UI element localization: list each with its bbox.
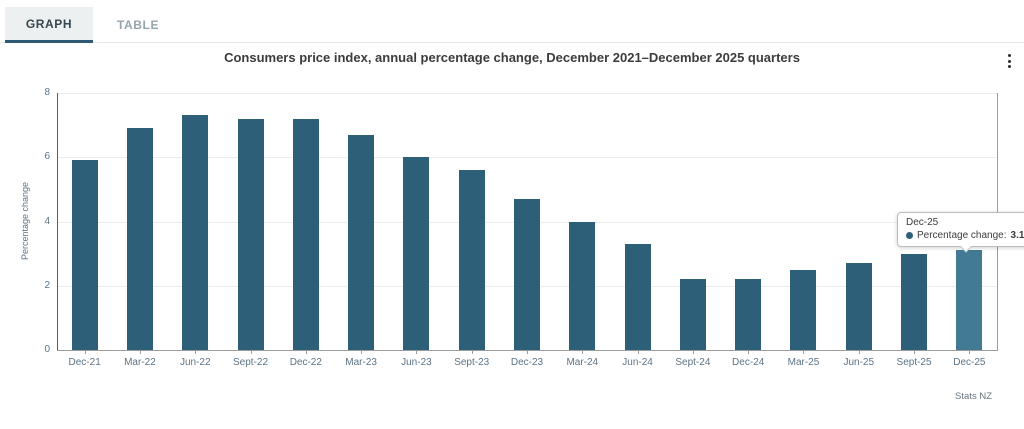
tab-table[interactable]: TABLE (116, 18, 160, 32)
bar-Sept-24[interactable] (679, 279, 706, 350)
x-axis-label: Mar-22 (124, 357, 156, 368)
x-axis-label: Sept-25 (896, 357, 932, 368)
x-axis-label: Jun-24 (622, 357, 653, 368)
y-axis-tick-label: 2 (44, 279, 50, 291)
bar-Mar-24[interactable] (569, 221, 596, 350)
x-axis-label: Jun-25 (843, 357, 875, 368)
x-axis-label: Sept-24 (675, 357, 711, 368)
x-axis-line (57, 350, 998, 351)
bar-Jun-25[interactable] (845, 263, 872, 350)
context-menu-icon[interactable] (1001, 50, 1017, 72)
x-axis-tick (803, 350, 805, 354)
y-axis-title: Percentage change (20, 181, 30, 261)
x-axis-tick (914, 350, 916, 354)
x-axis-tick (84, 350, 86, 354)
x-axis-label: Sept-23 (454, 357, 490, 368)
y-axis-tick-label: 4 (44, 215, 50, 227)
tab-graph[interactable]: GRAPH (5, 7, 93, 43)
bar-Dec-22[interactable] (292, 118, 319, 350)
y-axis-line (57, 93, 58, 350)
tooltip-value: 3.1 (1010, 230, 1024, 241)
chart-title: Consumers price index, annual percentage… (224, 50, 800, 65)
x-axis-tick (969, 350, 971, 354)
bar-Sept-23[interactable] (458, 170, 485, 350)
dot (1007, 65, 1011, 68)
x-axis-label: Mar-25 (787, 357, 820, 368)
bar-Jun-24[interactable] (624, 243, 651, 350)
x-axis-tick (582, 350, 584, 354)
x-axis-label: Jun-22 (179, 357, 211, 368)
x-axis-tick (305, 350, 307, 354)
bar-Mar-23[interactable] (348, 134, 375, 350)
x-axis-tick (858, 350, 860, 354)
x-axis-label: Dec-21 (68, 357, 101, 368)
x-axis-tick (637, 350, 639, 354)
x-axis-tick (692, 350, 694, 354)
gridline (57, 157, 997, 159)
x-axis-label: Jun-23 (401, 357, 432, 368)
x-axis-tick (416, 350, 418, 354)
y-axis-tick-label: 8 (44, 87, 50, 98)
x-axis-label: Dec-25 (953, 357, 986, 368)
x-axis-tick (748, 350, 750, 354)
bar-Dec-24[interactable] (735, 279, 762, 350)
x-axis-label: Dec-24 (732, 357, 765, 368)
series-bullet-icon (906, 232, 913, 239)
x-axis-tick (471, 350, 473, 354)
bar-Sept-25[interactable] (901, 253, 928, 350)
x-axis-tick (195, 350, 197, 354)
bar-Mar-25[interactable] (790, 269, 817, 350)
tooltip-series-label: Percentage change: (917, 230, 1007, 241)
y-axis-tick-label: 6 (44, 151, 50, 163)
tooltip-category: Dec-25 (906, 217, 939, 228)
x-axis-tick (139, 350, 141, 354)
tab-bar: GRAPH TABLE (0, 0, 1024, 43)
bar-Jun-22[interactable] (182, 115, 209, 350)
x-axis-tick (250, 350, 252, 354)
chart-tooltip: Dec-25 Percentage change: 3.1 (897, 212, 1024, 253)
dot (1007, 54, 1011, 57)
bar-Mar-22[interactable] (126, 128, 153, 350)
x-axis-tick (361, 350, 363, 354)
bar-Dec-21[interactable] (71, 160, 98, 350)
bar-Jun-23[interactable] (403, 157, 430, 350)
x-axis-label: Sept-22 (233, 357, 269, 368)
x-axis-label: Mar-23 (345, 357, 377, 368)
bar-Dec-25[interactable] (956, 250, 983, 350)
bar-Dec-23[interactable] (514, 199, 540, 350)
x-axis-label: Mar-24 (566, 357, 599, 368)
bar-Sept-22[interactable] (237, 118, 264, 350)
source-attribution: Stats NZ (955, 391, 992, 402)
x-axis-label: Dec-23 (510, 357, 544, 368)
x-axis-label: Dec-22 (289, 357, 322, 368)
dot (1007, 59, 1011, 63)
y-axis-tick-label: 0 (44, 344, 50, 355)
gridline (57, 93, 997, 94)
x-axis-tick (527, 350, 528, 354)
